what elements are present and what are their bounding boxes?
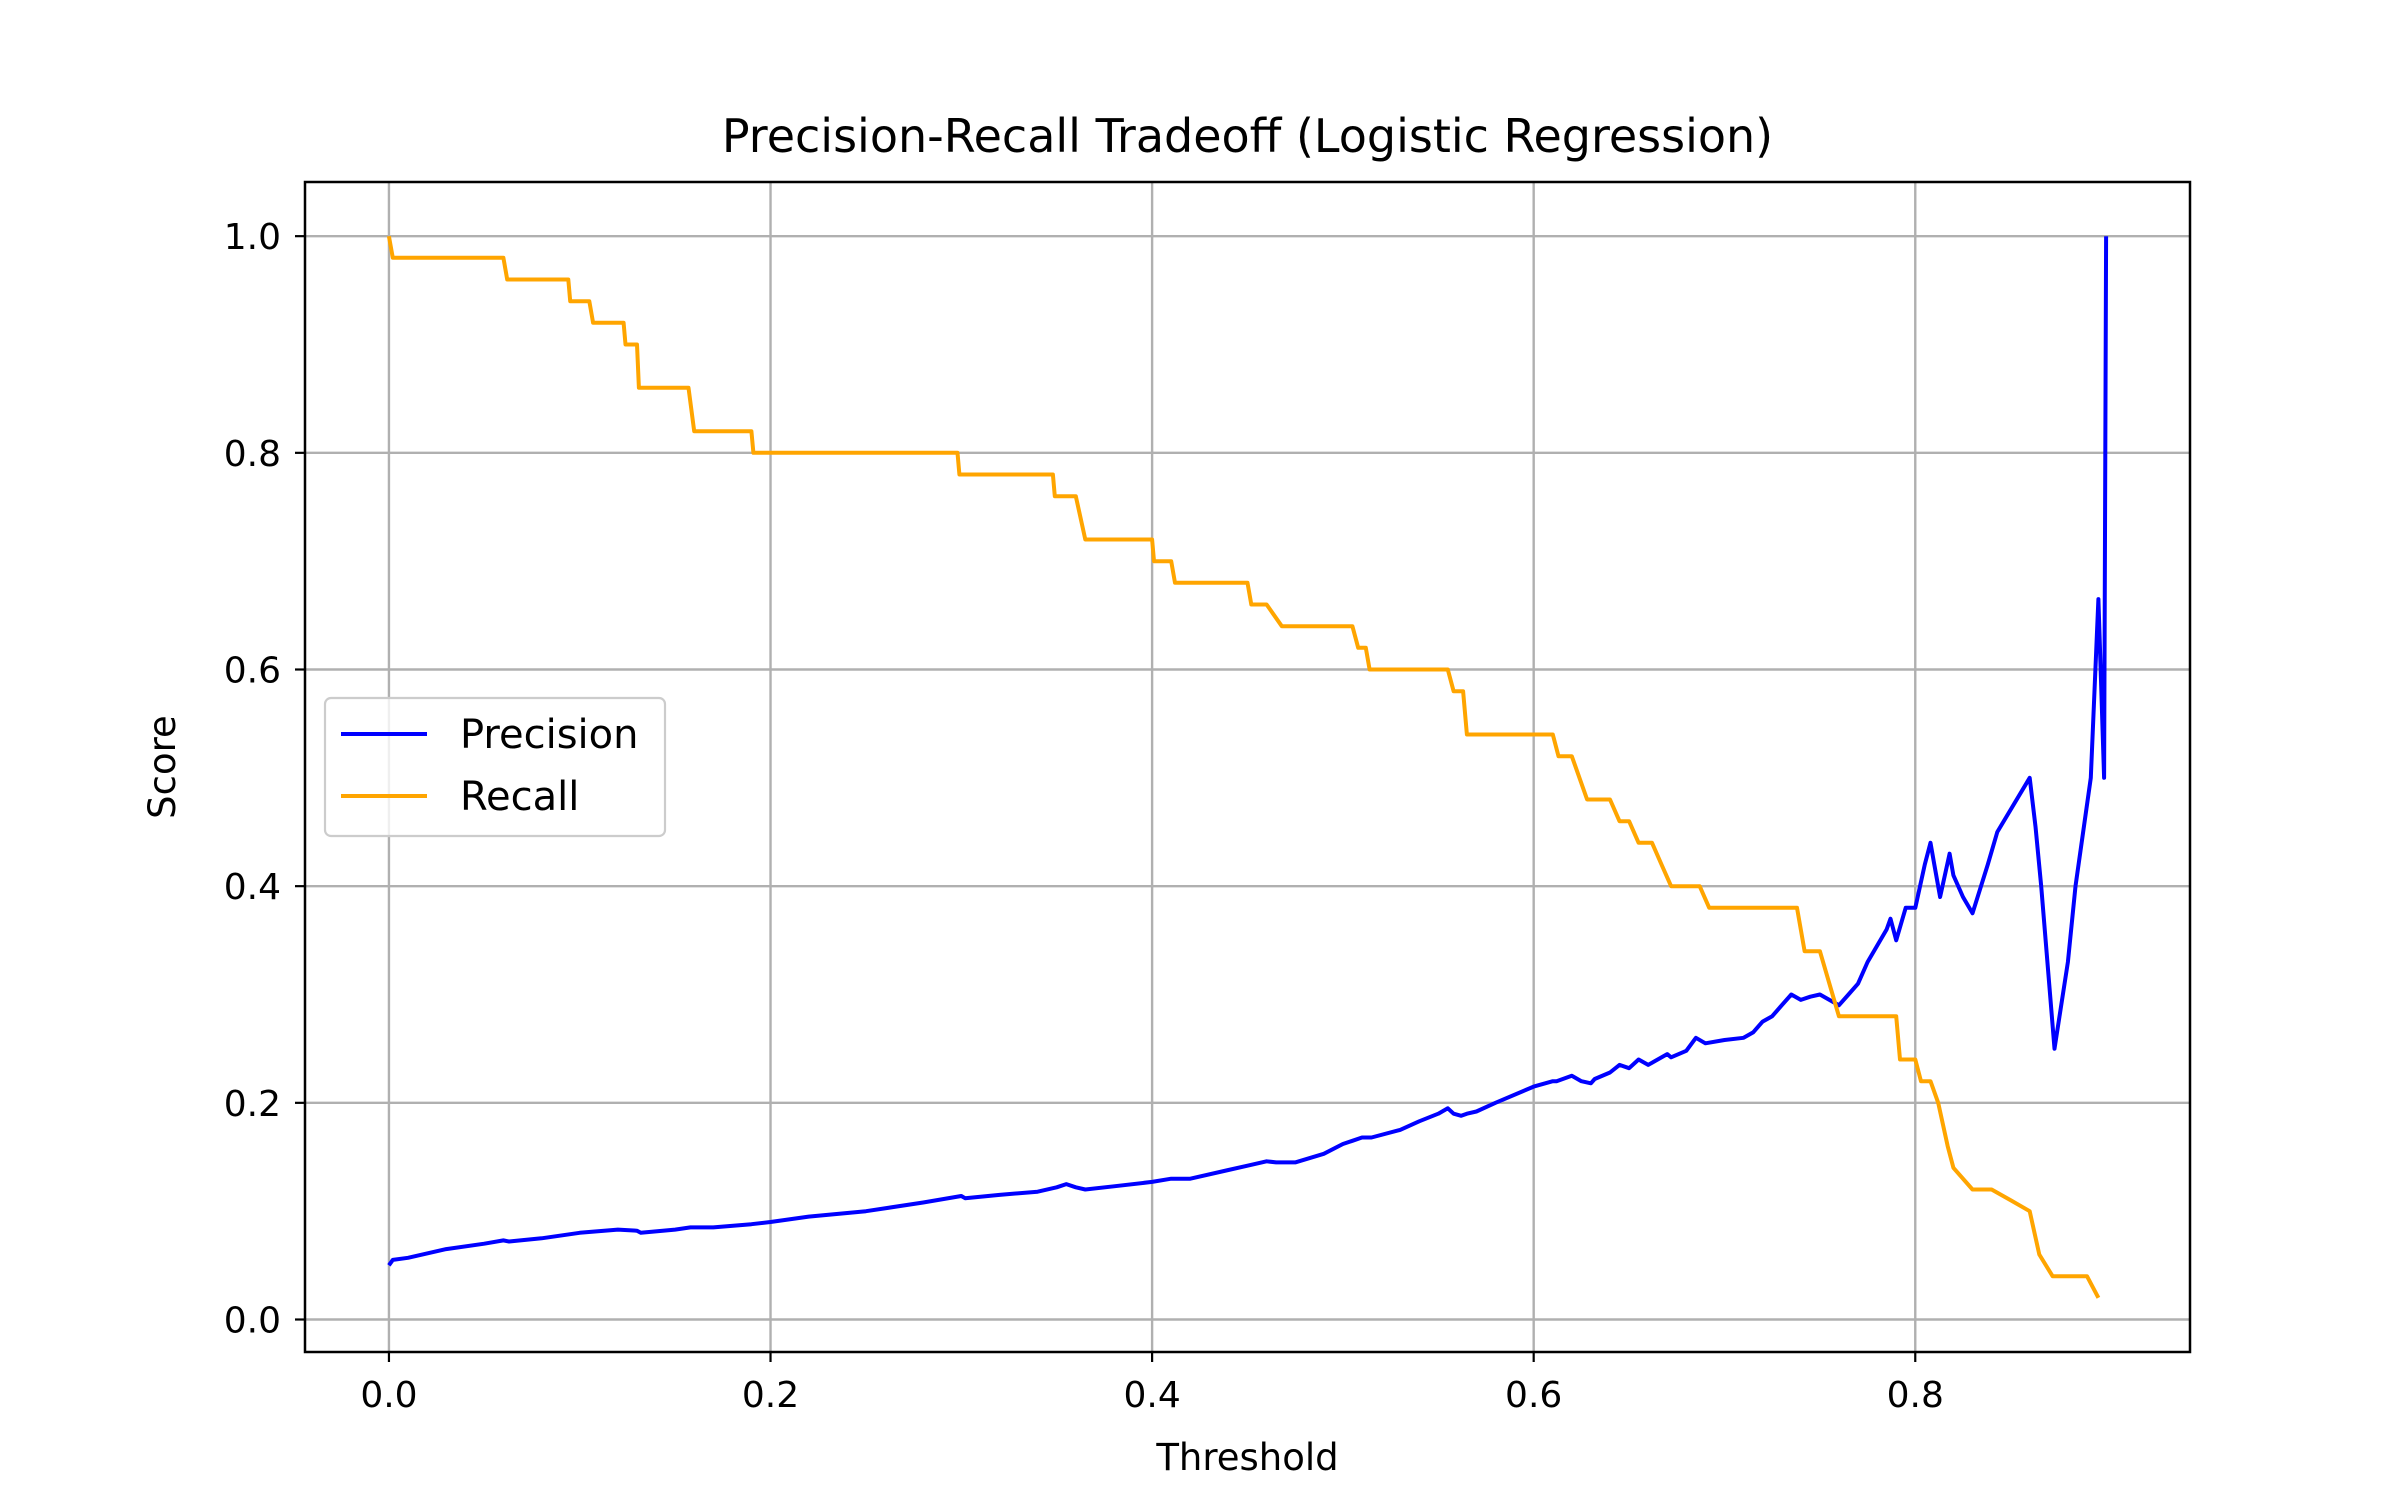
x-tick-label: 0.8: [1887, 1375, 1944, 1416]
series-line-precision: [387, 236, 2109, 1267]
x-tick-label: 0.4: [1123, 1375, 1180, 1416]
y-tick-label: 0.8: [224, 434, 281, 475]
grid-lines: [305, 182, 2190, 1352]
chart-title: Precision-Recall Tradeoff (Logistic Regr…: [722, 109, 1773, 163]
y-axis-label: Score: [141, 715, 184, 819]
y-tick-label: 0.0: [224, 1301, 281, 1342]
x-axis-label: Threshold: [1155, 1436, 1338, 1479]
legend-label-precision: Precision: [460, 712, 638, 758]
plot-frame: [303, 180, 2192, 1354]
legend: Precision Recall: [323, 696, 667, 838]
y-tick-label: 0.6: [224, 651, 281, 692]
axis-ticks: 0.0 0.2 0.4 0.6 0.8 0.0 0.2 0.4 0.6 0.8 1.0: [224, 217, 1944, 1416]
y-tick-label: 0.2: [224, 1084, 281, 1125]
x-tick-label: 0.0: [360, 1375, 417, 1416]
x-tick-label: 0.6: [1505, 1375, 1562, 1416]
series-line-recall: [386, 235, 2101, 1299]
y-tick-label: 1.0: [224, 217, 281, 258]
x-tick-label: 0.2: [742, 1375, 799, 1416]
legend-label-recall: Recall: [460, 774, 579, 820]
y-tick-label: 0.4: [224, 867, 281, 908]
data-series: [386, 235, 2109, 1299]
